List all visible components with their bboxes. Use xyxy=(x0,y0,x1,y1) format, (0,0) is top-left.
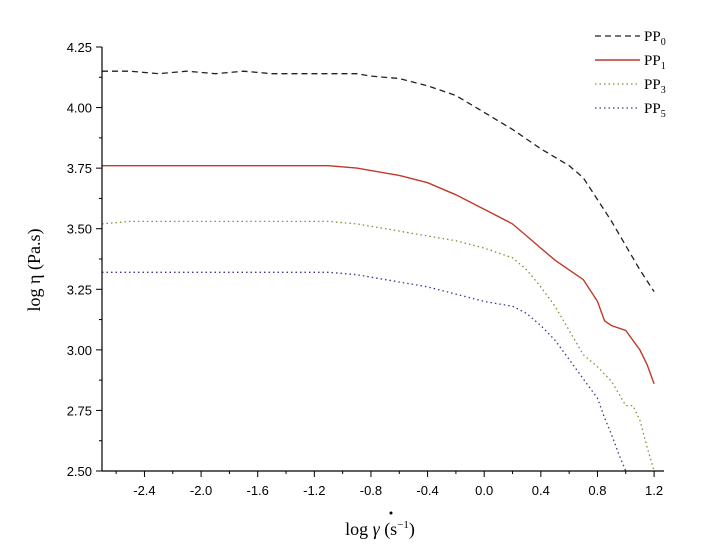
legend-label-pp5: PP5 xyxy=(644,101,666,120)
legend-label-pp3: PP3 xyxy=(644,77,666,96)
gamma-dot-accent xyxy=(389,511,393,515)
y-axis-title: log η (Pa.s) xyxy=(24,229,45,312)
legend-label-pp1: PP1 xyxy=(644,53,666,72)
x-tick-label: -1.6 xyxy=(247,483,269,498)
series-line-pp0 xyxy=(102,70,655,293)
x-tick-label: 0.0 xyxy=(475,483,493,498)
x-axis-title: log γ (s−1) xyxy=(345,519,415,540)
x-tick-label: -0.4 xyxy=(416,483,438,498)
x-tick-label: -2.0 xyxy=(190,483,212,498)
x-axis-title-symbol: γ xyxy=(373,519,381,539)
x-tick-label: 0.8 xyxy=(588,483,606,498)
y-tick-label: 3.00 xyxy=(67,343,92,358)
x-tick-label: 0.4 xyxy=(532,483,550,498)
y-tick-label: 4.25 xyxy=(67,40,92,55)
y-tick-label: 4.00 xyxy=(67,101,92,116)
series-line-pp5 xyxy=(102,271,627,472)
x-tick-label: 1.2 xyxy=(645,483,663,498)
x-axis-title-open: (s xyxy=(380,519,398,540)
y-tick-label: 2.50 xyxy=(67,464,92,479)
legend-label-pp0: PP0 xyxy=(644,29,666,48)
series-line-pp1 xyxy=(102,164,655,385)
ticks-layer: -2.4 -2.0 -1.6 -1.2 -0.8 -0.4 0.0 0.4 0.8 1.2 2.50… xyxy=(67,40,663,498)
y-tick-label: 3.50 xyxy=(67,222,92,237)
legend: PP0 PP1 PP3 PP5 xyxy=(595,29,666,120)
y-tick-label: 2.75 xyxy=(67,403,92,418)
x-tick-label: -2.4 xyxy=(133,483,155,498)
series-line-pp3 xyxy=(101,220,655,472)
x-axis-title-base: log xyxy=(345,519,373,539)
x-tick-label: -1.2 xyxy=(303,483,325,498)
x-tick-label: -0.8 xyxy=(360,483,382,498)
y-tick-label: 3.25 xyxy=(67,282,92,297)
axes-layer xyxy=(101,47,664,472)
series-layer xyxy=(101,70,655,472)
x-axis-title-close: ) xyxy=(409,519,415,540)
y-tick-label: 3.75 xyxy=(67,161,92,176)
x-axis-title-exp: −1 xyxy=(397,519,409,531)
